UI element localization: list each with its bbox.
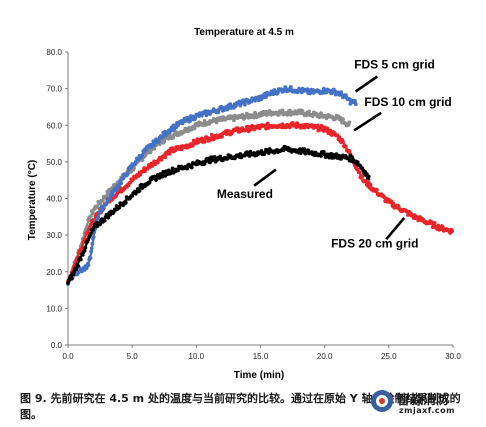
y-tick-label: 50.0 bbox=[46, 158, 62, 167]
x-tick-label: 0.0 bbox=[62, 352, 74, 361]
watermark-logo: 智淼消防 zmjaxf.com bbox=[371, 389, 471, 419]
data-point bbox=[243, 102, 247, 107]
x-tick-label: 10.0 bbox=[189, 352, 205, 361]
data-point bbox=[216, 110, 221, 115]
y-tick-label: 80.0 bbox=[46, 48, 62, 57]
caption-label: 图 9. bbox=[20, 392, 47, 405]
annotation-fds-20-cm-grid: FDS 20 cm grid bbox=[331, 217, 418, 251]
chart-axes: 0.0 10.0 20.0 30.0 40.0 50.0 60.0 70.0 80.0 0.0 5.… bbox=[46, 48, 461, 361]
annotation-fds-5-cm-grid: FDS 5 cm grid bbox=[354, 58, 435, 93]
figure-caption: 图 9. 先前研究在 4.5 m 处的温度与当前研究的比较。通过在原始 Y 轴上… bbox=[20, 391, 475, 423]
annotation-arrow bbox=[385, 217, 406, 241]
series-measured bbox=[66, 144, 371, 285]
data-point bbox=[315, 123, 320, 128]
y-tick-label: 70.0 bbox=[46, 85, 62, 94]
data-point bbox=[189, 165, 194, 170]
y-tick-label: 10.0 bbox=[46, 304, 62, 313]
annotation-fds-10-cm-grid: FDS 10 cm grid bbox=[353, 95, 452, 132]
data-point bbox=[220, 134, 224, 139]
annotation-label: Measured bbox=[217, 187, 273, 201]
series-fds-5-cm-grid bbox=[66, 85, 358, 286]
x-tick-label: 5.0 bbox=[127, 352, 139, 361]
y-axis-label: Temperature (°C) bbox=[27, 160, 38, 241]
series-layer bbox=[66, 85, 454, 286]
series-line bbox=[66, 111, 351, 284]
annotation-arrow bbox=[253, 168, 277, 187]
data-point bbox=[210, 132, 214, 137]
annotation-label: FDS 5 cm grid bbox=[354, 58, 435, 72]
annotation-arrow bbox=[354, 75, 379, 93]
watermark-url: zmjaxf.com bbox=[399, 406, 455, 415]
x-tick-label: 25.0 bbox=[381, 352, 397, 361]
data-point bbox=[245, 124, 250, 129]
watermark-name: 智淼消防 bbox=[397, 393, 450, 408]
y-tick-label: 60.0 bbox=[46, 121, 62, 130]
annotation-layer: FDS 5 cm grid FDS 10 cm grid Measured FDS 2… bbox=[217, 58, 452, 251]
y-tick-label: 30.0 bbox=[46, 231, 62, 240]
y-tick-label: 0.0 bbox=[51, 341, 63, 350]
caption-text: 先前研究在 4.5 m 处的温度与当前研究的比较。通过在原始 Y 轴上绘制结果制… bbox=[20, 392, 461, 421]
line-chart: Temperature at 4.5 m 0.0 10.0 20.0 30.0 40.0… bbox=[27, 27, 461, 381]
annotation-measured: Measured bbox=[217, 168, 277, 201]
x-axis-label: Time (min) bbox=[234, 370, 284, 381]
data-point bbox=[320, 124, 324, 128]
x-tick-label: 20.0 bbox=[317, 352, 333, 361]
series-line bbox=[67, 148, 371, 284]
y-tick-label: 20.0 bbox=[46, 268, 62, 277]
y-tick-label: 40.0 bbox=[46, 195, 62, 204]
annotation-label: FDS 20 cm grid bbox=[331, 237, 418, 251]
x-tick-label: 15.0 bbox=[253, 352, 269, 361]
annotation-label: FDS 10 cm grid bbox=[364, 95, 451, 109]
data-point bbox=[307, 109, 311, 114]
data-point bbox=[288, 85, 293, 89]
data-point bbox=[202, 140, 207, 144]
logo-icon bbox=[371, 390, 393, 412]
x-tick-label: 30.0 bbox=[445, 352, 461, 361]
chart-title: Temperature at 4.5 m bbox=[194, 27, 294, 38]
series-line bbox=[67, 87, 358, 284]
annotation-arrow bbox=[353, 111, 382, 132]
